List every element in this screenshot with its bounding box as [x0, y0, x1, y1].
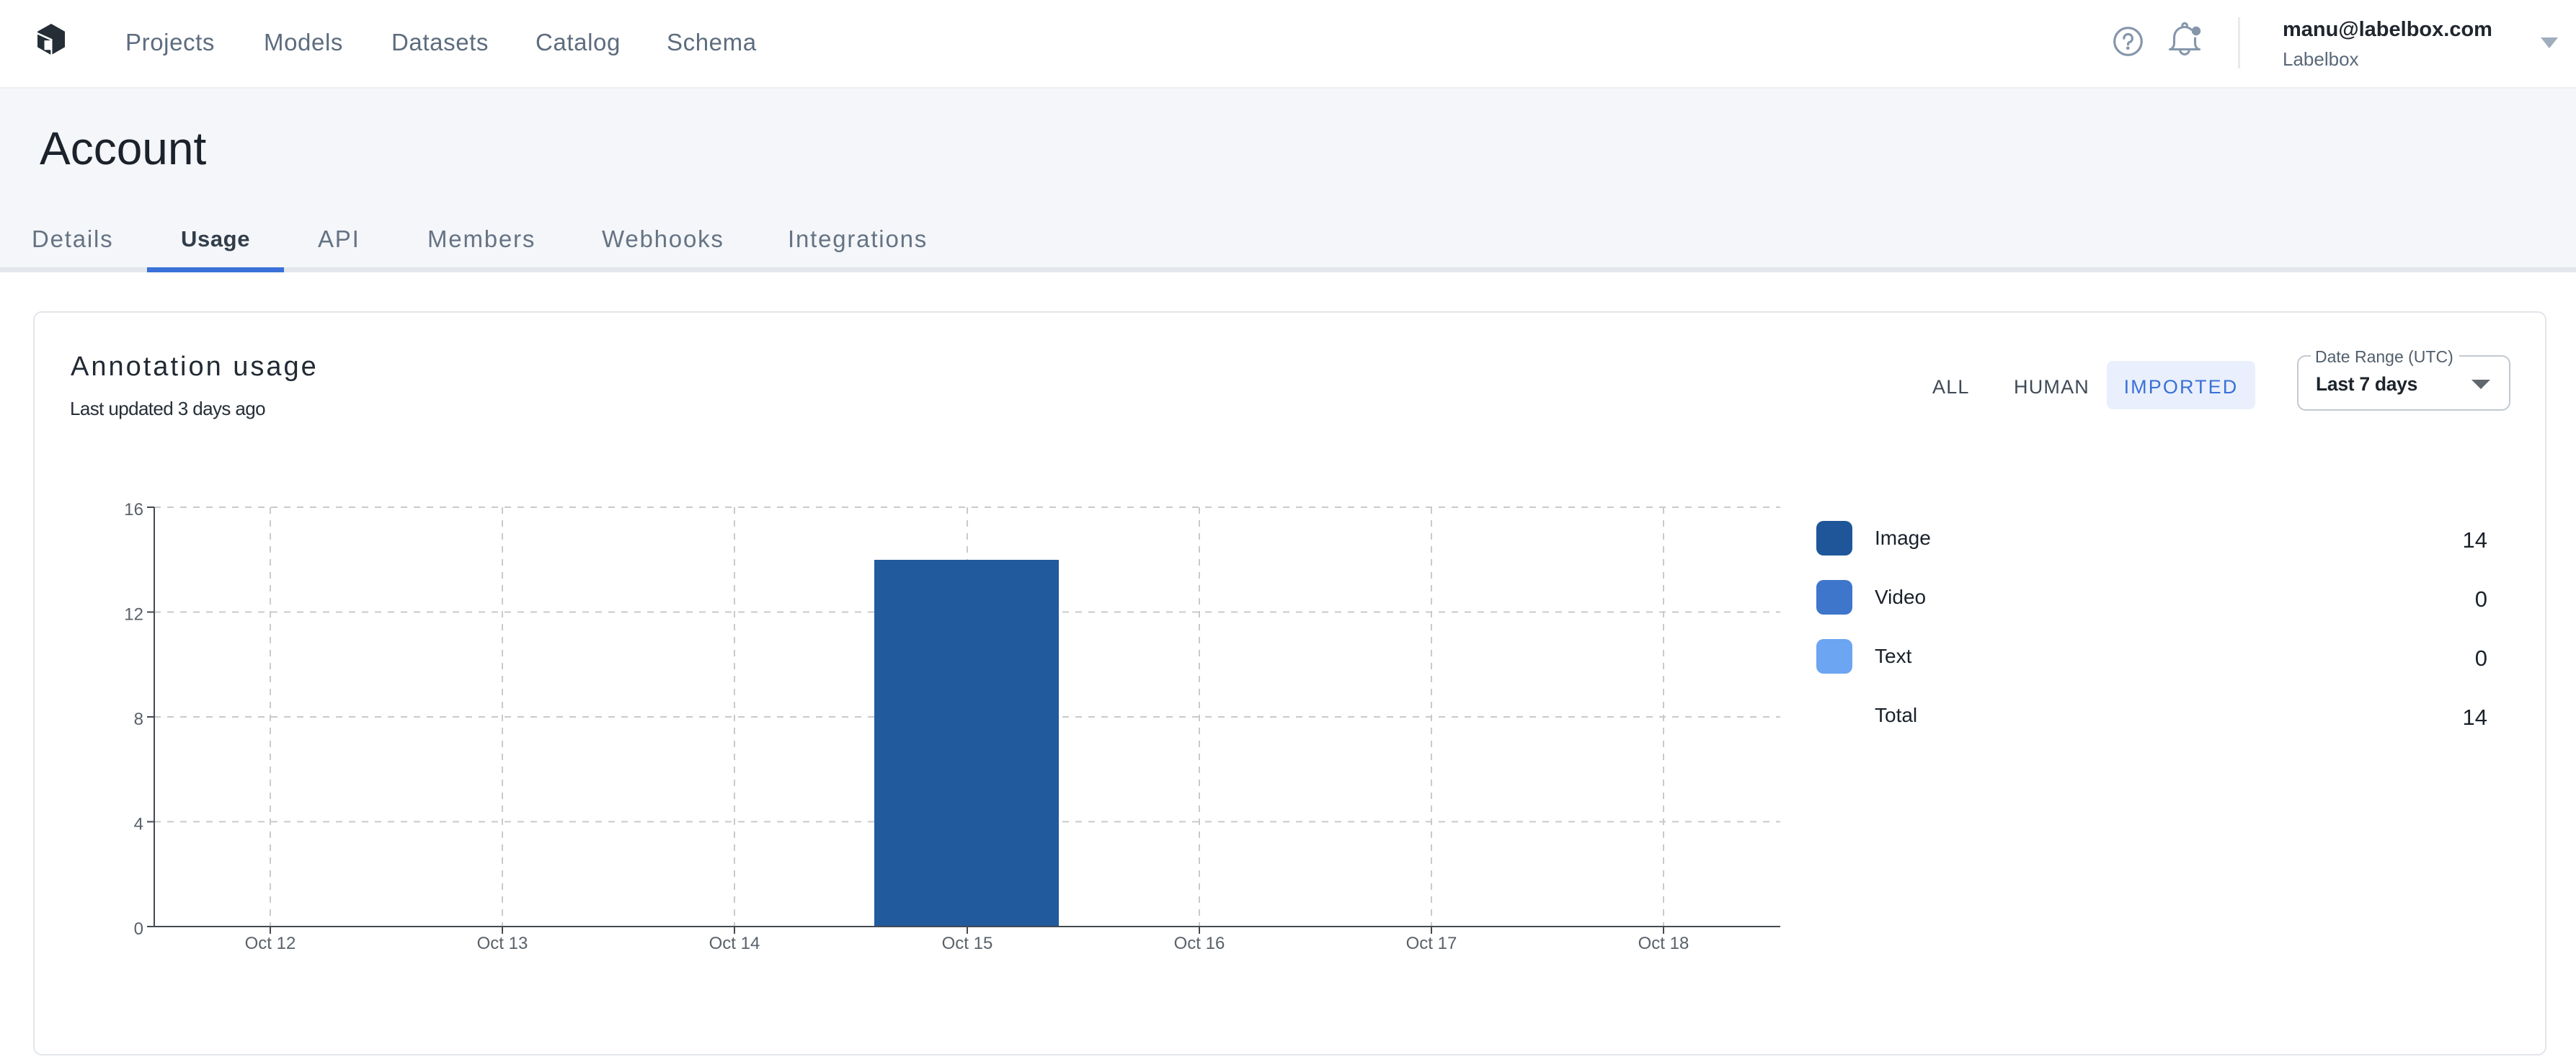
svg-text:8: 8	[134, 710, 143, 729]
svg-text:0: 0	[134, 919, 143, 939]
svg-text:Oct 18: Oct 18	[1638, 934, 1689, 953]
svg-text:16: 16	[124, 500, 143, 519]
svg-text:12: 12	[124, 605, 143, 625]
svg-text:Oct 15: Oct 15	[942, 934, 993, 953]
svg-text:Oct 14: Oct 14	[709, 934, 760, 953]
svg-text:4: 4	[134, 815, 143, 834]
svg-text:Oct 16: Oct 16	[1174, 934, 1225, 953]
svg-text:Oct 13: Oct 13	[477, 934, 528, 953]
svg-text:Oct 12: Oct 12	[245, 934, 296, 953]
svg-text:Oct 17: Oct 17	[1406, 934, 1457, 953]
